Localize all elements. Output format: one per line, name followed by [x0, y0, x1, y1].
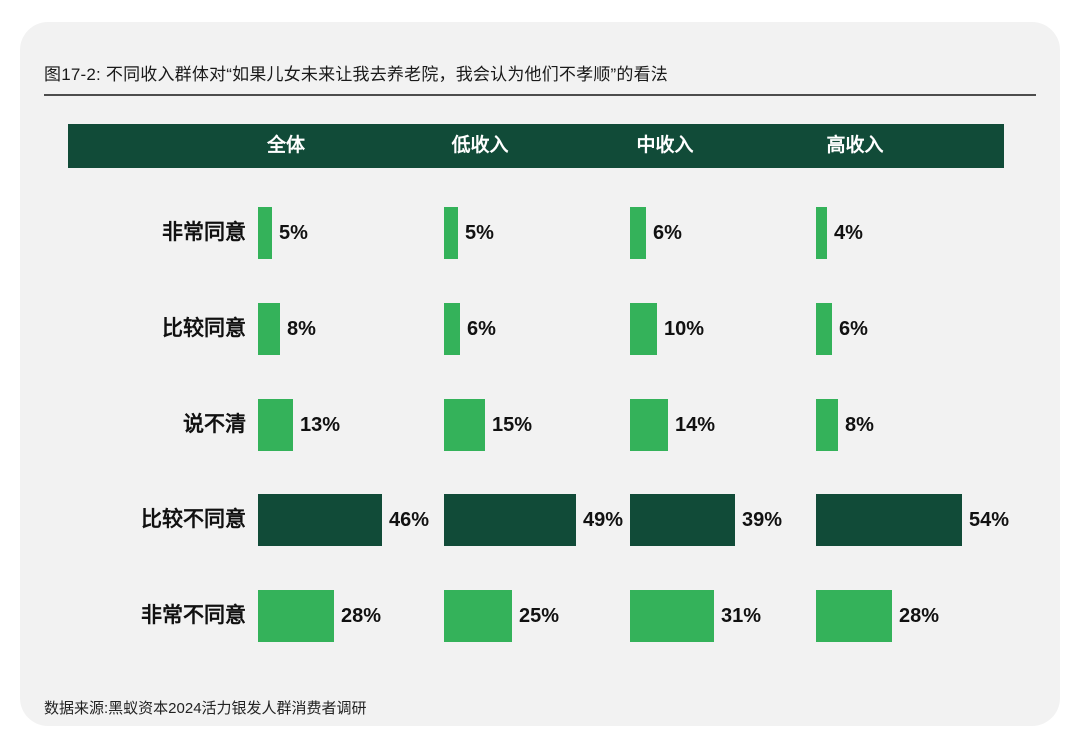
bar-中收入-非常同意	[630, 207, 646, 259]
bar-value: 49%	[583, 509, 624, 531]
bar-低收入-非常同意	[444, 207, 458, 259]
bar-value: 28%	[341, 605, 382, 627]
bar-value: 10%	[664, 318, 705, 340]
row-label: 说不清	[183, 413, 246, 436]
column-header-1: 全体	[266, 135, 305, 156]
bar-低收入-说不清	[444, 399, 485, 451]
bar-value: 28%	[899, 605, 940, 627]
chart-row-1: 非常同意 5% 5% 6% 4%	[20, 207, 1060, 259]
column-header-2: 低收入	[451, 135, 509, 156]
chart-row-4: 比较不同意 46% 49% 39% 54%	[20, 494, 1060, 546]
bar-value: 31%	[721, 605, 762, 627]
bar-value: 6%	[839, 318, 868, 340]
data-source: 数据来源:黑蚁资本2024活力银发人群消费者调研	[44, 700, 367, 717]
bar-低收入-非常不同意	[444, 590, 512, 642]
bar-value: 6%	[467, 318, 496, 340]
bar-value: 54%	[969, 509, 1010, 531]
bar-value: 8%	[845, 414, 874, 436]
column-header-4: 高收入	[826, 135, 884, 156]
bar-全体-说不清	[258, 399, 293, 451]
bar-value: 5%	[465, 222, 494, 244]
bar-高收入-非常同意	[816, 207, 827, 259]
title-divider	[44, 94, 1036, 96]
column-header-3: 中收入	[636, 135, 694, 156]
bar-中收入-说不清	[630, 399, 668, 451]
bar-高收入-比较不同意	[816, 494, 962, 546]
bar-高收入-说不清	[816, 399, 838, 451]
bar-value: 5%	[279, 222, 308, 244]
bar-value: 6%	[653, 222, 682, 244]
bar-全体-比较不同意	[258, 494, 382, 546]
row-label: 比较不同意	[141, 508, 246, 531]
bar-value: 39%	[742, 509, 783, 531]
bar-中收入-比较同意	[630, 303, 657, 355]
row-label: 比较同意	[162, 317, 246, 340]
row-label: 非常同意	[162, 221, 246, 244]
bar-value: 8%	[287, 318, 316, 340]
bar-value: 14%	[675, 414, 716, 436]
column-header-bar: 全体 低收入 中收入 高收入	[68, 124, 1004, 168]
bar-value: 25%	[519, 605, 560, 627]
chart-body: 非常同意 5% 5% 6% 4% 比较同意 8% 6% 10% 6% 说不清 13% 15% 14% 8% 比…	[20, 22, 1060, 726]
bar-value: 13%	[300, 414, 341, 436]
chart-row-2: 比较同意 8% 6% 10% 6%	[20, 303, 1060, 355]
bar-value: 46%	[389, 509, 430, 531]
chart-row-5: 非常不同意 28% 25% 31% 28%	[20, 590, 1060, 642]
bar-低收入-比较不同意	[444, 494, 576, 546]
bar-中收入-比较不同意	[630, 494, 735, 546]
bar-高收入-非常不同意	[816, 590, 892, 642]
bar-value: 4%	[834, 222, 863, 244]
chart-row-3: 说不清 13% 15% 14% 8%	[20, 399, 1060, 451]
bar-中收入-非常不同意	[630, 590, 714, 642]
bar-全体-非常同意	[258, 207, 272, 259]
figure-title: 图17-2: 不同收入群体对“如果儿女未来让我去养老院，我会认为他们不孝顺”的看…	[44, 65, 668, 84]
bar-全体-非常不同意	[258, 590, 334, 642]
row-label: 非常不同意	[141, 604, 246, 627]
bar-全体-比较同意	[258, 303, 280, 355]
figure-panel: 图17-2: 不同收入群体对“如果儿女未来让我去养老院，我会认为他们不孝顺”的看…	[20, 22, 1060, 726]
bar-value: 15%	[492, 414, 533, 436]
bar-高收入-比较同意	[816, 303, 832, 355]
bar-低收入-比较同意	[444, 303, 460, 355]
